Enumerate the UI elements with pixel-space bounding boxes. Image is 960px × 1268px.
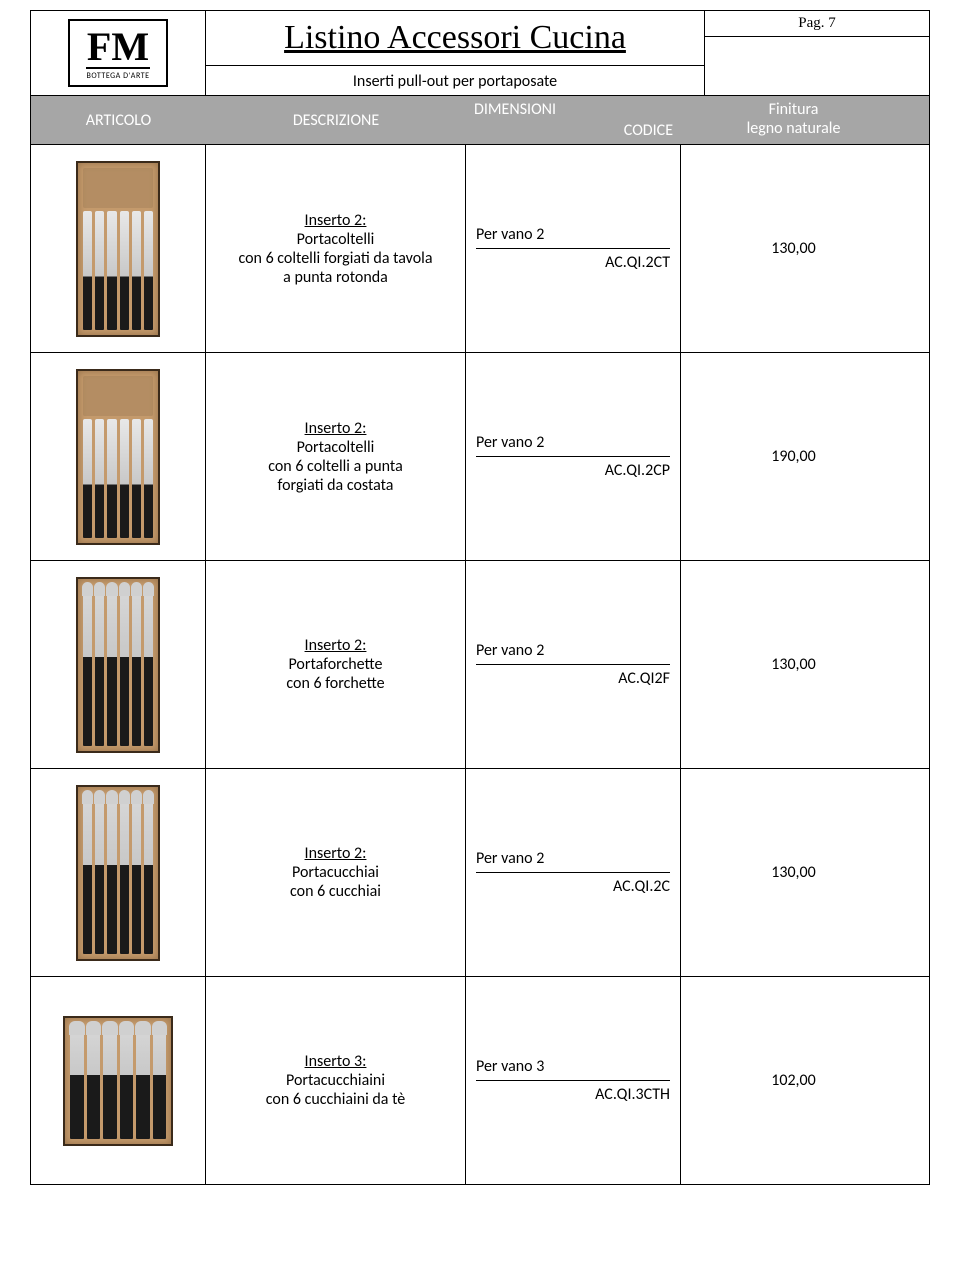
product-code: AC.QI2F [476, 665, 670, 688]
col-articolo: ARTICOLO [31, 96, 206, 144]
logo-cell: FM BOTTEGA D'ARTE [31, 11, 206, 95]
product-description: Inserto 2:Portacoltellicon 6 coltelli fo… [206, 145, 466, 352]
product-thumbnail [76, 577, 160, 753]
product-desc-line: Portacoltelli [297, 438, 375, 457]
product-desc-line: con 6 forchette [286, 674, 384, 693]
col-codice-label: CODICE [474, 121, 673, 140]
product-dim-code: Per vano 2AC.QI.2CT [466, 145, 681, 352]
product-price: 130,00 [681, 769, 906, 976]
page-subtitle: Inserti pull-out per portaposate [353, 72, 557, 91]
product-image-cell [31, 769, 206, 976]
product-image-cell [31, 977, 206, 1184]
product-desc-line: Portacoltelli [297, 230, 375, 249]
product-dim-code: Per vano 2AC.QI.2CP [466, 353, 681, 560]
product-code: AC.QI.2C [476, 873, 670, 896]
product-dim-code: Per vano 2AC.QI.2C [466, 769, 681, 976]
col-dimensioni: DIMENSIONI CODICE [466, 96, 681, 144]
rows-container: Inserto 2:Portacoltellicon 6 coltelli fo… [30, 145, 930, 1185]
title-row: Listino Accessori Cucina [206, 11, 704, 66]
product-price: 102,00 [681, 977, 906, 1184]
product-code: AC.QI.2CP [476, 457, 670, 480]
col-finitura-line1: Finitura [769, 100, 819, 119]
product-vano: Per vano 2 [476, 433, 670, 457]
product-desc-line: con 6 coltelli forgiati da tavola [238, 249, 432, 268]
product-code: AC.QI.2CT [476, 249, 670, 272]
column-header: ARTICOLO DESCRIZIONE DIMENSIONI CODICE F… [30, 96, 930, 145]
product-desc-line: con 6 cucchiai [290, 882, 381, 901]
col-finitura: Finitura legno naturale [681, 96, 906, 144]
product-vano: Per vano 2 [476, 225, 670, 249]
product-description: Inserto 2:Portaforchettecon 6 forchette [206, 561, 466, 768]
page-title: Listino Accessori Cucina [284, 19, 626, 57]
product-desc-line: con 6 coltelli a punta [268, 457, 403, 476]
product-code: AC.QI.3CTH [476, 1081, 670, 1104]
page-number-empty [705, 37, 929, 95]
product-image-cell [31, 145, 206, 352]
product-desc-line: forgiati da costata [278, 476, 394, 495]
product-desc-title: Inserto 2: [305, 211, 367, 230]
logo-box: FM BOTTEGA D'ARTE [68, 19, 167, 87]
product-price: 130,00 [681, 145, 906, 352]
product-row: Inserto 2:Portacoltellicon 6 coltelli a … [30, 353, 930, 561]
header-grid: FM BOTTEGA D'ARTE Listino Accessori Cuci… [30, 10, 930, 96]
product-description: Inserto 2:Portacoltellicon 6 coltelli a … [206, 353, 466, 560]
product-description: Inserto 3:Portacucchiainicon 6 cucchiain… [206, 977, 466, 1184]
col-descrizione: DESCRIZIONE [206, 96, 466, 144]
page: FM BOTTEGA D'ARTE Listino Accessori Cuci… [0, 0, 960, 1205]
product-desc-line: Portacucchiai [292, 863, 379, 882]
product-thumbnail [76, 785, 160, 961]
product-image-cell [31, 353, 206, 560]
product-desc-line: con 6 cucchiaini da tè [266, 1090, 405, 1109]
product-vano: Per vano 2 [476, 849, 670, 873]
subtitle-row: Inserti pull-out per portaposate [206, 66, 704, 95]
product-desc-title: Inserto 2: [305, 636, 367, 655]
col-finitura-line2: legno naturale [747, 119, 841, 138]
product-thumbnail [76, 161, 160, 337]
product-desc-title: Inserto 3: [305, 1052, 367, 1071]
product-vano: Per vano 2 [476, 641, 670, 665]
product-description: Inserto 2:Portacucchiaicon 6 cucchiai [206, 769, 466, 976]
product-desc-line: a punta rotonda [283, 268, 388, 287]
product-dim-code: Per vano 3AC.QI.3CTH [466, 977, 681, 1184]
col-dimensioni-label: DIMENSIONI [474, 100, 673, 119]
product-price: 190,00 [681, 353, 906, 560]
product-dim-code: Per vano 2AC.QI2F [466, 561, 681, 768]
logo-main: FM [86, 29, 149, 69]
product-row: Inserto 2:Portaforchettecon 6 forchetteP… [30, 561, 930, 769]
logo-sub: BOTTEGA D'ARTE [86, 71, 149, 81]
page-number: Pag. 7 [705, 11, 929, 37]
product-desc-title: Inserto 2: [305, 844, 367, 863]
product-vano: Per vano 3 [476, 1057, 670, 1081]
product-thumbnail [63, 1016, 173, 1146]
product-row: Inserto 3:Portacucchiainicon 6 cucchiain… [30, 977, 930, 1185]
product-desc-line: Portaforchette [288, 655, 382, 674]
product-image-cell [31, 561, 206, 768]
product-row: Inserto 2:Portacoltellicon 6 coltelli fo… [30, 145, 930, 353]
title-block: Listino Accessori Cucina Inserti pull-ou… [206, 11, 704, 95]
product-desc-title: Inserto 2: [305, 419, 367, 438]
product-row: Inserto 2:Portacucchiaicon 6 cucchiaiPer… [30, 769, 930, 977]
product-price: 130,00 [681, 561, 906, 768]
product-desc-line: Portacucchiaini [286, 1071, 385, 1090]
product-thumbnail [76, 369, 160, 545]
page-number-cell: Pag. 7 [704, 11, 929, 95]
